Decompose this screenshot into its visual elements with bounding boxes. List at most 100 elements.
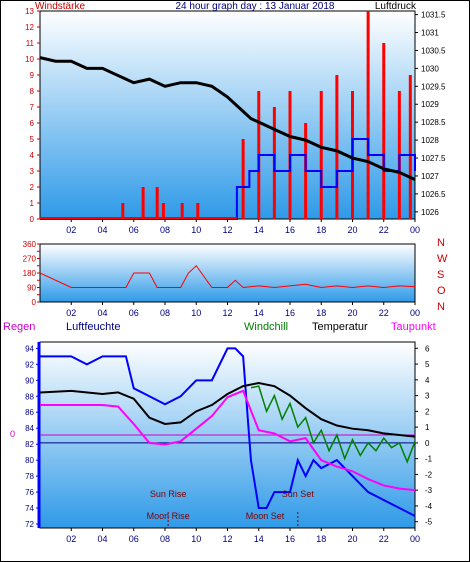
x:0-x-tick-label: 14 <box>254 225 264 235</box>
astro-annotation-0: Sun Rise <box>150 489 187 499</box>
gust-bar <box>382 43 386 219</box>
x:0-x-tick-label: 10 <box>191 225 201 235</box>
x:1-x-tick-label: 14 <box>254 308 264 318</box>
humidity-y-tick-label: 88 <box>25 392 34 401</box>
pressure-y-tick-label: 1026 <box>421 208 439 217</box>
regen-label: Regen <box>3 321 35 333</box>
pressure-label: Luftdruck <box>375 1 417 12</box>
x:1-x-tick-label: 20 <box>347 308 357 318</box>
x:1-x-tick-label: 18 <box>316 308 326 318</box>
x:2-x-tick-label: 14 <box>254 534 264 544</box>
humidity-y-tick-label: 94 <box>25 344 34 353</box>
gust-bar <box>335 75 339 219</box>
temp-y-tick-label: -2 <box>425 470 433 479</box>
temp-y-tick-label: 2 <box>425 407 430 416</box>
temp-y-tick-label: -3 <box>425 486 433 495</box>
temp-y-tick-label: -5 <box>425 518 433 527</box>
direction-compass-label: S <box>437 269 444 281</box>
temp-y-tick-label: 0 <box>425 439 430 448</box>
direction-compass-label: N <box>437 301 445 313</box>
wind-y-tick-label: 10 <box>25 55 34 64</box>
wind-strength-label: Windstärke <box>35 1 85 12</box>
x:0-x-tick-label: 08 <box>160 225 170 235</box>
direction-y-tick-label: 0 <box>32 298 37 307</box>
temperature-line <box>39 381 416 438</box>
humidity-y-tick-label: 82 <box>25 440 34 449</box>
x:1-x-axis <box>70 302 416 305</box>
humidity-y-tick-label: 90 <box>25 376 34 385</box>
x:1-x-tick-label: 02 <box>66 308 76 318</box>
x:0-x-tick-label: 00 <box>410 225 420 235</box>
gust-bar <box>161 203 165 219</box>
x:0-x-tick-label: 06 <box>129 225 139 235</box>
x:2-x-tick-label: 18 <box>316 534 326 544</box>
x:2-x-tick-label: 10 <box>191 534 201 544</box>
wind-y-tick-label: 4 <box>30 151 35 160</box>
humidity-y-tick-label: 74 <box>25 504 34 513</box>
luftfeuchte-label: Luftfeuchte <box>66 321 120 333</box>
humidity-line <box>40 347 416 517</box>
direction-compass-label: N <box>437 237 445 249</box>
x:1-x-tick-label: 04 <box>97 308 107 318</box>
x:0-x-tick-label: 02 <box>66 225 76 235</box>
humidity-y-tick-label: 80 <box>25 456 34 465</box>
gust-bar <box>366 11 370 219</box>
x:2-x-tick-label: 02 <box>66 534 76 544</box>
x:2-x-tick-label: 12 <box>222 534 232 544</box>
gust-bar <box>121 203 125 219</box>
pressure-y-tick-label: 1026.5 <box>421 190 446 199</box>
pressure-y-tick-label: 1030 <box>421 64 439 73</box>
humidity-y-tick-label: 78 <box>25 472 34 481</box>
direction-y-tick-label: 180 <box>23 269 37 278</box>
temperatur-label: Temperatur <box>312 321 368 333</box>
humidity-y-tick-label: 92 <box>25 360 34 369</box>
temp-y-tick-label: 3 <box>425 392 430 401</box>
x:2-x-tick-label: 08 <box>160 534 170 544</box>
wind-direction-line <box>39 264 416 289</box>
gust-bar <box>319 91 323 219</box>
pressure-y-tick-label: 1031.5 <box>421 11 446 20</box>
gust-bar <box>141 187 145 219</box>
pressure-y-tick-label: 1030.5 <box>421 46 446 55</box>
x:1-x-tick-label: 22 <box>379 308 389 318</box>
pressure-y-tick-label: 1027.5 <box>421 154 446 163</box>
wind-direction-plot-area <box>39 243 416 303</box>
wind-y-tick-label: 8 <box>30 87 35 96</box>
direction-compass-label: O <box>437 285 446 297</box>
x:0-x-tick-label: 16 <box>285 225 295 235</box>
x:2-x-tick-label: 22 <box>379 534 389 544</box>
temp-y-tick-label: 4 <box>425 376 430 385</box>
x:2-x-axis <box>70 528 416 531</box>
gust-bar <box>408 75 412 219</box>
x:1-x-tick-label: 00 <box>410 308 420 318</box>
humidity-y-tick-label: 72 <box>25 520 34 529</box>
x:0-x-axis <box>70 219 416 222</box>
pressure-y-tick-label: 1027 <box>421 172 439 181</box>
x:1-x-tick-label: 06 <box>129 308 139 318</box>
gust-bar <box>180 203 184 219</box>
x:1-x-tick-label: 08 <box>160 308 170 318</box>
wind-y-tick-label: 7 <box>30 103 35 112</box>
x:2-x-tick-label: 04 <box>97 534 107 544</box>
wind-y-tick-label: 0 <box>30 215 35 224</box>
pressure-y-tick-label: 1028 <box>421 136 439 145</box>
pressure-y-tick-label: 1028.5 <box>421 118 446 127</box>
direction-compass-label: W <box>437 253 448 265</box>
wind-y-tick-label: 11 <box>26 39 35 48</box>
gust-bar <box>155 187 159 219</box>
pressure-line <box>39 56 416 181</box>
pressure-y-tick-label: 1031 <box>421 29 439 38</box>
humidity-y-tick-label: 86 <box>25 408 34 417</box>
wind-y-tick-label: 1 <box>30 199 35 208</box>
temp-y-tick-label: 5 <box>425 360 430 369</box>
wind-pressure-plot-area <box>39 10 416 220</box>
wind-y-tick-label: 5 <box>30 135 35 144</box>
wind-y-tick-label: 3 <box>30 167 35 176</box>
wind-y-tick-label: 13 <box>25 7 34 16</box>
humidity-y-tick-label: 84 <box>25 424 34 433</box>
gust-bar <box>241 139 245 219</box>
x:1-x-tick-label: 12 <box>222 308 232 318</box>
x:2-x-tick-label: 06 <box>129 534 139 544</box>
temp-y-tick-label: -1 <box>425 455 433 464</box>
x:2-x-tick-label: 20 <box>347 534 357 544</box>
